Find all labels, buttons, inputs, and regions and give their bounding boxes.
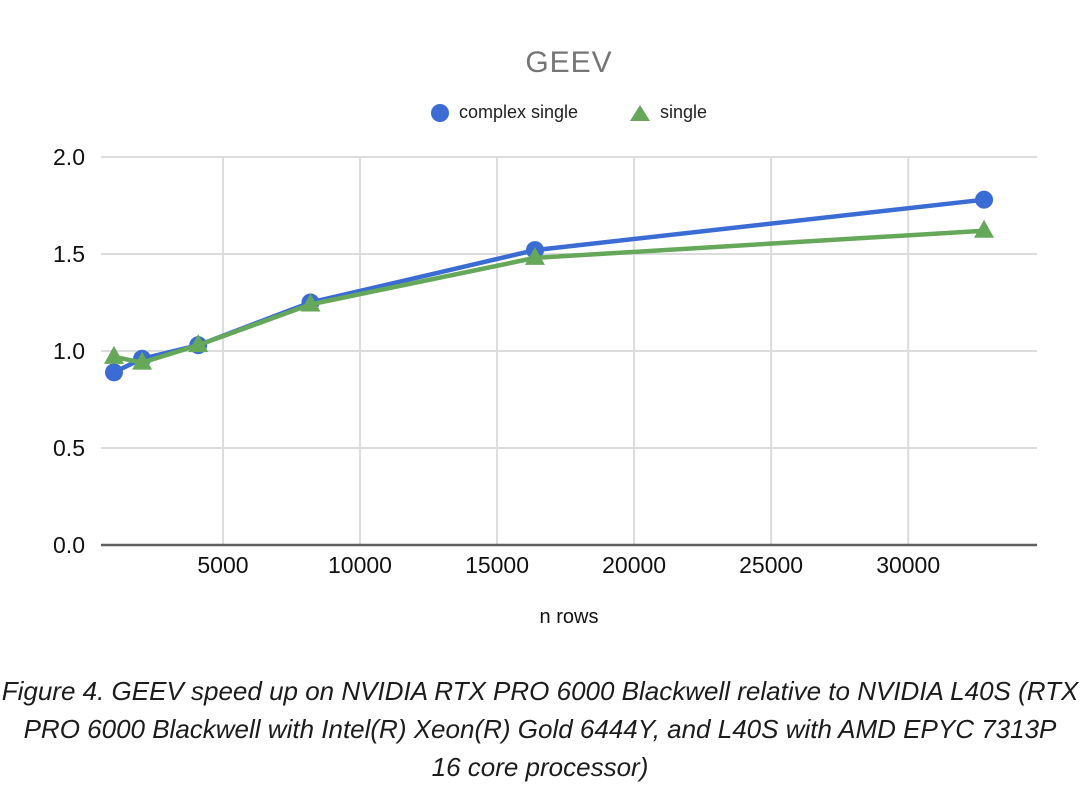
legend-item-complex-single: complex single [430, 102, 579, 123]
data-point-triangle [132, 351, 153, 370]
y-tick-label: 1.0 [53, 338, 85, 364]
x-tick-label: 5000 [197, 552, 248, 578]
data-point-triangle [103, 345, 124, 364]
legend-label-single: single [660, 102, 708, 122]
legend-label-complex-single: complex single [458, 102, 579, 122]
legend-item-single: single [630, 102, 707, 123]
chart-title: GEEV [525, 46, 613, 79]
data-point-triangle [524, 246, 545, 265]
line-chart-plot-area: 5000 10000 15000 20000 25000 30000 0.0 0.5 1.0 1.… [53, 144, 1037, 578]
x-tick-label: 25000 [739, 552, 803, 578]
chart-legend: complex single single [101, 102, 1037, 123]
circle-marker-icon [430, 103, 449, 122]
x-axis-title: n rows [539, 606, 599, 628]
data-point-triangle [974, 219, 995, 238]
x-tick-label: 20000 [602, 552, 666, 578]
y-tick-label: 2.0 [53, 144, 85, 170]
y-tick-label: 0.5 [53, 435, 85, 461]
figure-caption: Figure 4. GEEV speed up on NVIDIA RTX PR… [0, 672, 1080, 786]
x-tick-label: 10000 [328, 552, 392, 578]
caption-line: Figure 4. GEEV speed up on NVIDIA RTX PR… [1, 676, 1079, 706]
y-tick-label: 0.0 [53, 532, 85, 558]
series-line-complex-single [111, 197, 987, 375]
data-point-triangle [188, 334, 209, 353]
caption-line: 16 core processor) [431, 752, 649, 782]
caption-line: PRO 6000 Blackwell with Intel(R) Xeon(R)… [23, 714, 1057, 744]
x-tick-label: 30000 [876, 552, 940, 578]
data-point-triangle [300, 293, 321, 312]
x-tick-label: 15000 [465, 552, 529, 578]
data-point-circle [104, 363, 123, 382]
data-point-circle [975, 190, 994, 209]
y-tick-label: 1.5 [53, 241, 85, 267]
triangle-marker-icon [630, 104, 651, 121]
